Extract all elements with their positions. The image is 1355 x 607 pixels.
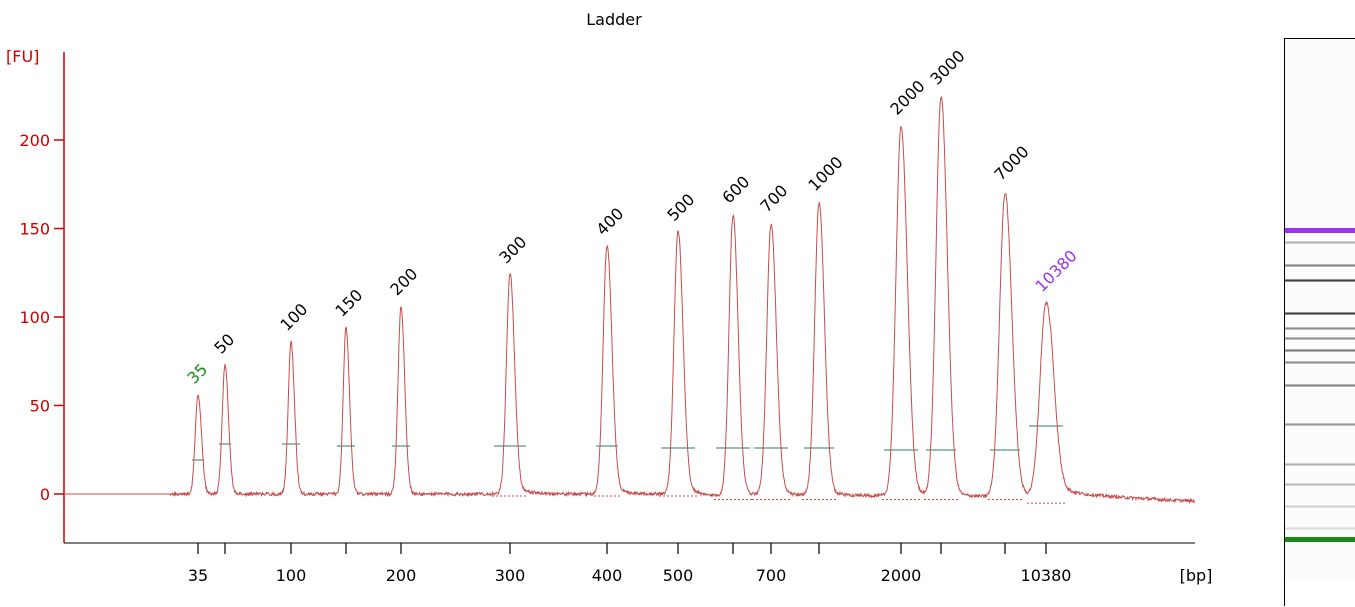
- peak-label-500: 500: [663, 190, 698, 225]
- x-tick-label: 100: [276, 566, 307, 585]
- gel-band: [1285, 423, 1355, 426]
- x-tick-label: 35: [188, 566, 208, 585]
- peak-label-150: 150: [331, 285, 366, 320]
- y-tick-label: 0: [40, 485, 50, 504]
- peak-label-3000: 3000: [926, 46, 968, 88]
- peak-label-200: 200: [386, 264, 421, 299]
- peak-label-7000: 7000: [990, 142, 1032, 184]
- peak-label-300: 300: [495, 232, 530, 267]
- gel-image-panel: [1284, 38, 1355, 606]
- gel-band: [1285, 349, 1355, 352]
- gel-band: [1285, 228, 1355, 233]
- gel-band: [1285, 527, 1355, 530]
- gel-band: [1285, 327, 1355, 330]
- y-axis-ticks: 0 50 100 150 200: [19, 131, 64, 504]
- x-axis-label: [bp]: [1180, 566, 1213, 585]
- x-tick-label: 2000: [881, 566, 922, 585]
- gel-band: [1285, 279, 1355, 282]
- peak-label-10380: 10380: [1031, 246, 1080, 295]
- x-tick-label: 700: [756, 566, 787, 585]
- gel-band: [1285, 241, 1355, 244]
- y-tick-label: 200: [19, 131, 50, 150]
- gel-band: [1285, 312, 1355, 315]
- gel-band: [1285, 505, 1355, 508]
- peak-label-1000: 1000: [804, 153, 846, 195]
- chart-title: Ladder: [586, 10, 642, 29]
- gel-band: [1285, 463, 1355, 466]
- x-tick-label: 300: [495, 566, 526, 585]
- peak-label-600: 600: [718, 172, 753, 207]
- gel-band: [1285, 483, 1355, 486]
- gel-lane: [1285, 39, 1355, 578]
- x-tick-label: 200: [386, 566, 417, 585]
- peak-label-35: 35: [183, 360, 211, 388]
- y-tick-label: 150: [19, 220, 50, 239]
- gel-band: [1285, 384, 1355, 387]
- gel-band: [1285, 264, 1355, 267]
- x-tick-label: 10380: [1021, 566, 1072, 585]
- y-tick-label: 100: [19, 308, 50, 327]
- electropherogram-chart: Ladder [FU] [bp] 0 50 100 150 200 35 100 200 30…: [6, 10, 1213, 585]
- peak-label-400: 400: [592, 204, 627, 239]
- x-axis-ticks: 35 100 200 300 400 500 700 2000 10380: [188, 543, 1072, 585]
- gel-band: [1285, 537, 1355, 542]
- y-axis-label: [FU]: [6, 47, 39, 66]
- peak-baselines: [192, 425, 1065, 504]
- peak-label-700: 700: [756, 181, 791, 216]
- x-tick-label: 400: [592, 566, 623, 585]
- peak-label-50: 50: [210, 330, 238, 358]
- peak-label-100: 100: [276, 300, 311, 335]
- x-tick-label: 500: [663, 566, 694, 585]
- peak-label-2000: 2000: [886, 76, 928, 118]
- y-tick-label: 50: [30, 397, 50, 416]
- gel-band: [1285, 361, 1355, 364]
- electropherogram-trace: [65, 96, 1195, 504]
- gel-band: [1285, 337, 1355, 340]
